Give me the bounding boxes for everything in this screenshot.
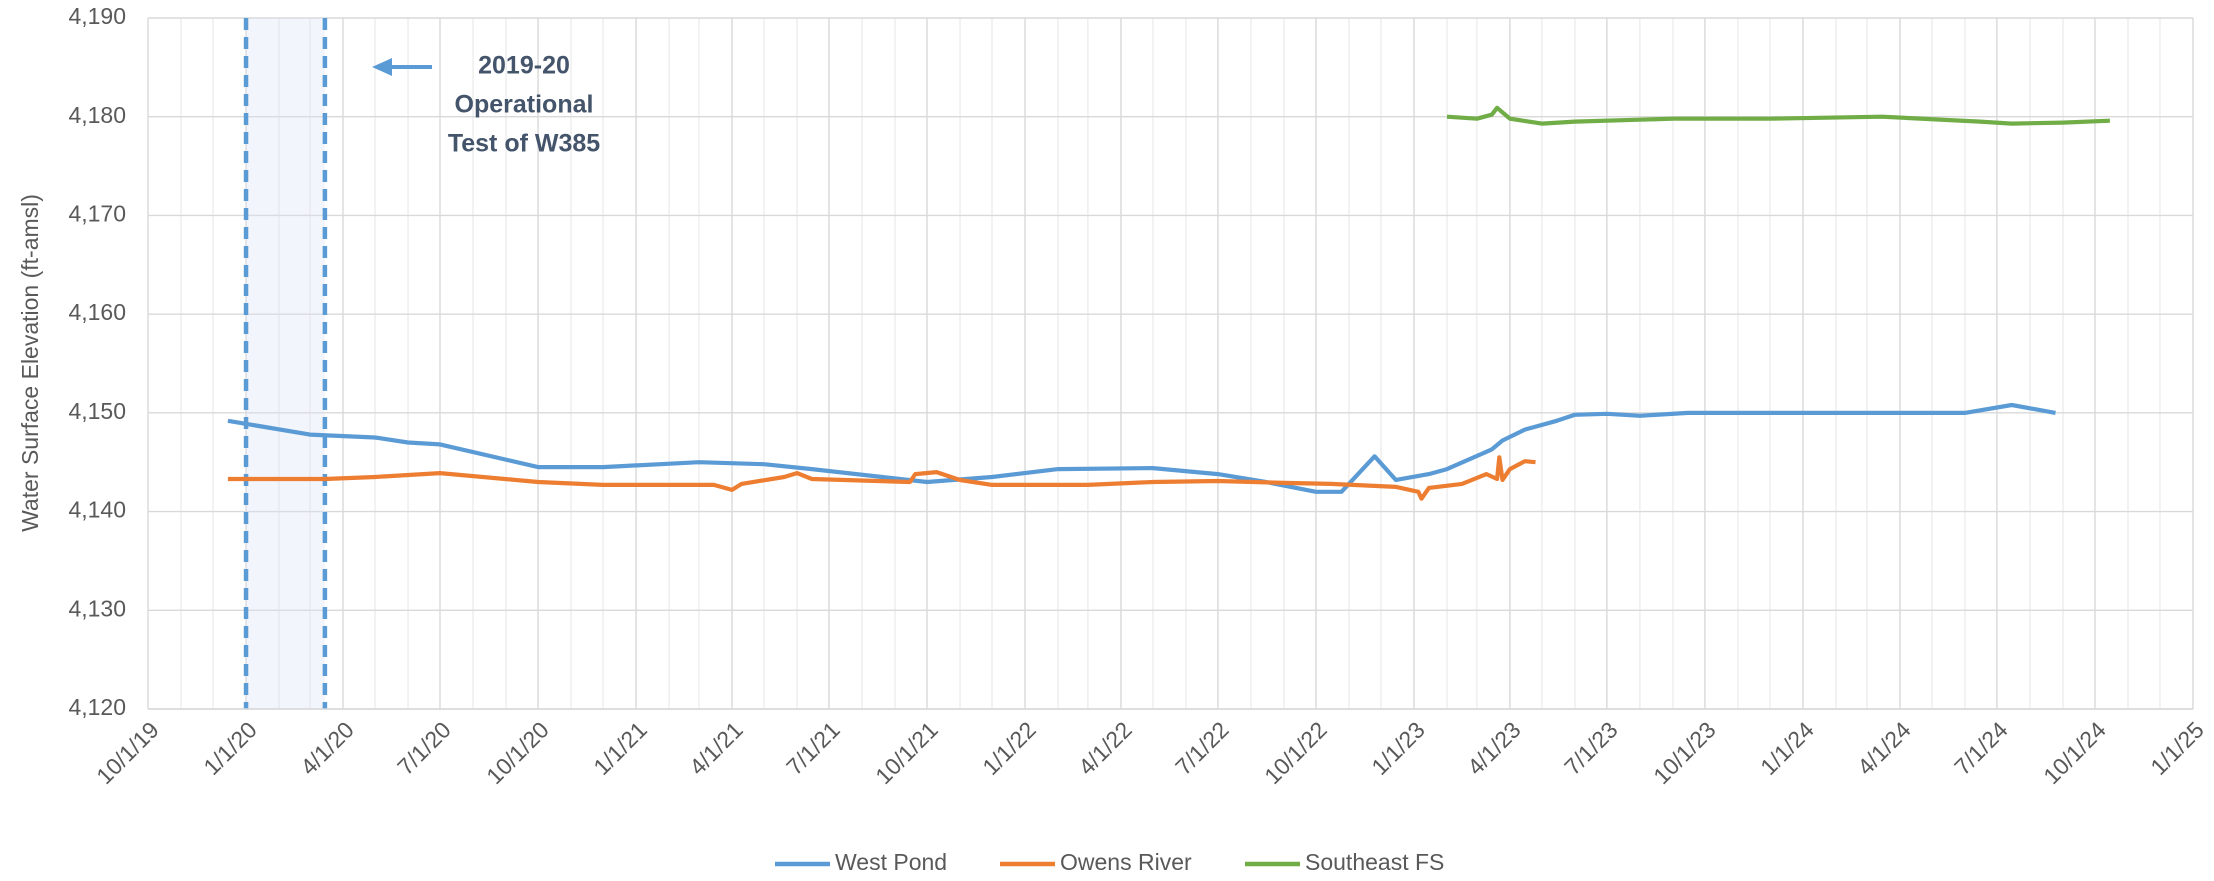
x-tick-label: 4/1/24 <box>1852 716 1916 780</box>
legend-label: Southeast FS <box>1305 849 1444 875</box>
x-tick-label: 1/1/21 <box>588 716 652 780</box>
y-tick-label: 4,150 <box>68 398 126 424</box>
x-tick-label: 4/1/23 <box>1462 716 1526 780</box>
x-tick-label: 10/1/24 <box>2038 716 2111 789</box>
y-tick-label: 4,180 <box>68 102 126 128</box>
annotation-text: Test of W385 <box>448 130 600 158</box>
y-tick-label: 4,190 <box>68 3 126 29</box>
annotation-arrowhead <box>372 58 392 76</box>
x-tick-label: 4/1/20 <box>295 716 359 780</box>
y-tick-label: 4,170 <box>68 201 126 227</box>
x-tick-label: 4/1/22 <box>1073 716 1137 780</box>
y-axis-label: Water Surface Elevation (ft-amsl) <box>17 194 43 532</box>
x-tick-label: 10/1/19 <box>91 716 164 789</box>
x-tick-label: 4/1/21 <box>684 716 748 780</box>
x-tick-label: 10/1/22 <box>1259 716 1332 789</box>
x-tick-label: 1/1/24 <box>1755 716 1819 780</box>
x-tick-label: 1/1/23 <box>1366 716 1430 780</box>
x-tick-label: 10/1/23 <box>1648 716 1721 789</box>
x-tick-label: 10/1/21 <box>870 716 943 789</box>
x-tick-label: 7/1/21 <box>781 716 845 780</box>
x-tick-label: 1/1/22 <box>977 716 1041 780</box>
y-tick-label: 4,160 <box>68 299 126 325</box>
y-tick-label: 4,130 <box>68 595 126 621</box>
annotation-text: 2019-20 <box>478 52 570 80</box>
series-line <box>227 402 2056 494</box>
x-tick-label: 7/1/23 <box>1559 716 1623 780</box>
legend-label: Owens River <box>1060 849 1192 875</box>
x-tick-label: 10/1/20 <box>481 716 554 789</box>
x-tick-label: 1/1/20 <box>198 716 262 780</box>
annotation-text: Operational <box>455 91 594 119</box>
series-line <box>1446 105 2110 126</box>
y-tick-label: 4,120 <box>68 694 126 720</box>
x-tick-label: 7/1/24 <box>1949 716 2013 780</box>
series-line <box>227 455 1536 501</box>
x-tick-label: 1/1/25 <box>2145 716 2209 780</box>
y-tick-label: 4,140 <box>68 497 126 523</box>
legend-label: West Pond <box>835 849 947 875</box>
x-tick-label: 7/1/20 <box>392 716 456 780</box>
shaded-period <box>246 18 325 709</box>
x-tick-label: 7/1/22 <box>1170 716 1234 780</box>
